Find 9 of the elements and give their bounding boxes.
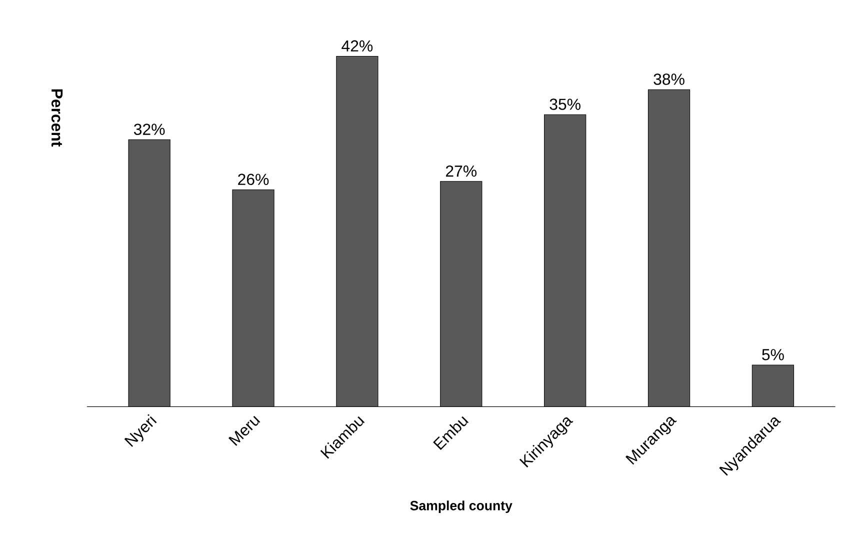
data-label: 38% [654, 74, 684, 85]
data-label: 35% [550, 98, 580, 110]
data-label: 26% [238, 174, 269, 185]
data-label: 42% [342, 40, 373, 52]
data-label: 5% [762, 349, 784, 360]
y-axis-title: Percent [51, 89, 63, 147]
data-label: 27% [446, 165, 477, 177]
data-label: 32% [134, 124, 165, 135]
x-axis-title: Sampled county [410, 500, 512, 513]
